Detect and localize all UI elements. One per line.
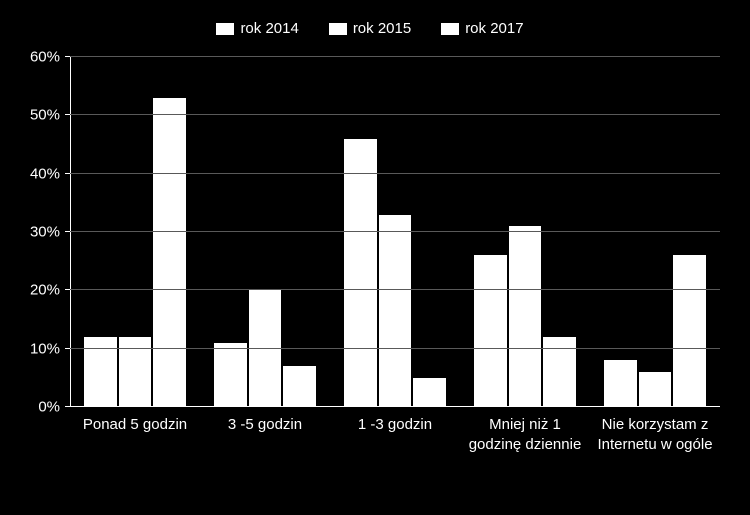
x-axis-label: Mniej niż 1 godzinę dziennie <box>467 415 584 454</box>
legend-marker-icon <box>441 23 459 35</box>
grid-line <box>70 56 720 57</box>
chart-container: rok 2014 rok 2015 rok 2017 0%10%20%30%40… <box>0 0 750 515</box>
bar <box>153 98 186 407</box>
bar-group <box>597 57 714 407</box>
y-tick-mark <box>65 406 70 407</box>
legend-marker-icon <box>329 23 347 35</box>
y-tick-mark <box>65 56 70 57</box>
grid-line <box>70 114 720 115</box>
legend-item-2: rok 2017 <box>441 20 523 37</box>
bar <box>413 378 446 407</box>
y-tick-mark <box>65 173 70 174</box>
bar-group <box>207 57 324 407</box>
y-tick-mark <box>65 114 70 115</box>
y-tick-label: 50% <box>30 107 70 124</box>
legend-label: rok 2014 <box>240 20 298 37</box>
legend-item-0: rok 2014 <box>216 20 298 37</box>
bar-group <box>337 57 454 407</box>
y-tick-mark <box>65 289 70 290</box>
legend-item-1: rok 2015 <box>329 20 411 37</box>
legend-label: rok 2017 <box>465 20 523 37</box>
legend-label: rok 2015 <box>353 20 411 37</box>
bar <box>474 255 507 407</box>
x-axis-label: 1 -3 godzin <box>337 415 454 454</box>
y-tick-mark <box>65 348 70 349</box>
bar <box>604 360 637 407</box>
bars-layer <box>70 57 720 407</box>
x-axis-label: 3 -5 godzin <box>207 415 324 454</box>
legend: rok 2014 rok 2015 rok 2017 <box>10 10 730 57</box>
legend-marker-icon <box>216 23 234 35</box>
y-tick-label: 20% <box>30 282 70 299</box>
grid-line <box>70 289 720 290</box>
grid-line <box>70 348 720 349</box>
x-axis-labels: Ponad 5 godzin 3 -5 godzin 1 -3 godzin Mnie… <box>70 407 720 454</box>
grid-line <box>70 173 720 174</box>
bar <box>639 372 672 407</box>
bar <box>283 366 316 407</box>
y-tick-label: 40% <box>30 165 70 182</box>
bar <box>214 343 247 407</box>
bar <box>249 290 282 407</box>
x-axis-label: Nie korzystam z Internetu w ogóle <box>597 415 714 454</box>
bar-group <box>467 57 584 407</box>
bar <box>379 215 412 408</box>
y-tick-label: 30% <box>30 224 70 241</box>
bar <box>509 226 542 407</box>
x-axis-label: Ponad 5 godzin <box>77 415 194 454</box>
y-tick-label: 0% <box>38 399 70 416</box>
y-tick-label: 10% <box>30 340 70 357</box>
plot-area: 0%10%20%30%40%50%60% <box>70 57 720 407</box>
bar-group <box>77 57 194 407</box>
y-tick-mark <box>65 231 70 232</box>
y-tick-label: 60% <box>30 49 70 66</box>
bar <box>673 255 706 407</box>
bar <box>344 139 377 407</box>
grid-line <box>70 231 720 232</box>
